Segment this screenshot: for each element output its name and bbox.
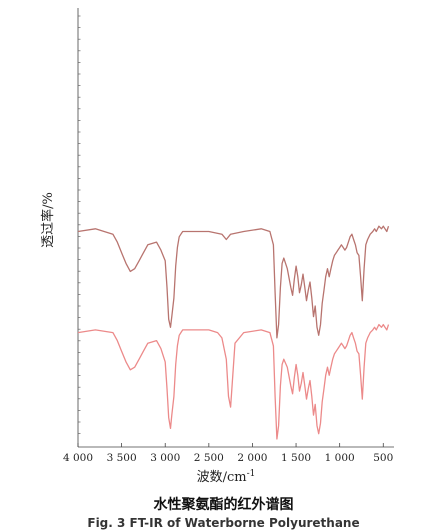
x-axis-label: 波数/cm-1 [197, 469, 256, 485]
y-axis-label: 透过率/% [40, 192, 56, 248]
spectrum-line-2 [77, 225, 390, 339]
x-tick-label: 3 500 [107, 452, 137, 464]
x-tick-label: 1 000 [325, 452, 355, 464]
x-tick-label: 3 000 [150, 452, 180, 464]
x-tick-label: 500 [373, 452, 393, 464]
x-tick-label: 1 500 [281, 452, 311, 464]
chart-title: 水性聚氨酯的红外谱图 [153, 497, 294, 513]
x-tick-label: 4 000 [63, 452, 93, 464]
spectrum-line-3 [77, 323, 390, 440]
y-axis [77, 8, 81, 447]
x-axis: 4 000 3 500 3 000 2 500 2 000 1 500 1 000 500 [63, 443, 394, 464]
x-tick-label: 2 000 [237, 452, 267, 464]
x-axis-label-main: 波数/cm [197, 470, 247, 485]
chart-subtitle: Fig. 3 FT-IR of Waterborne Polyurethane [87, 516, 360, 530]
x-tick-label: 2 500 [194, 452, 224, 464]
x-axis-label-sup: -1 [247, 469, 256, 479]
spectra-series [77, 225, 390, 440]
